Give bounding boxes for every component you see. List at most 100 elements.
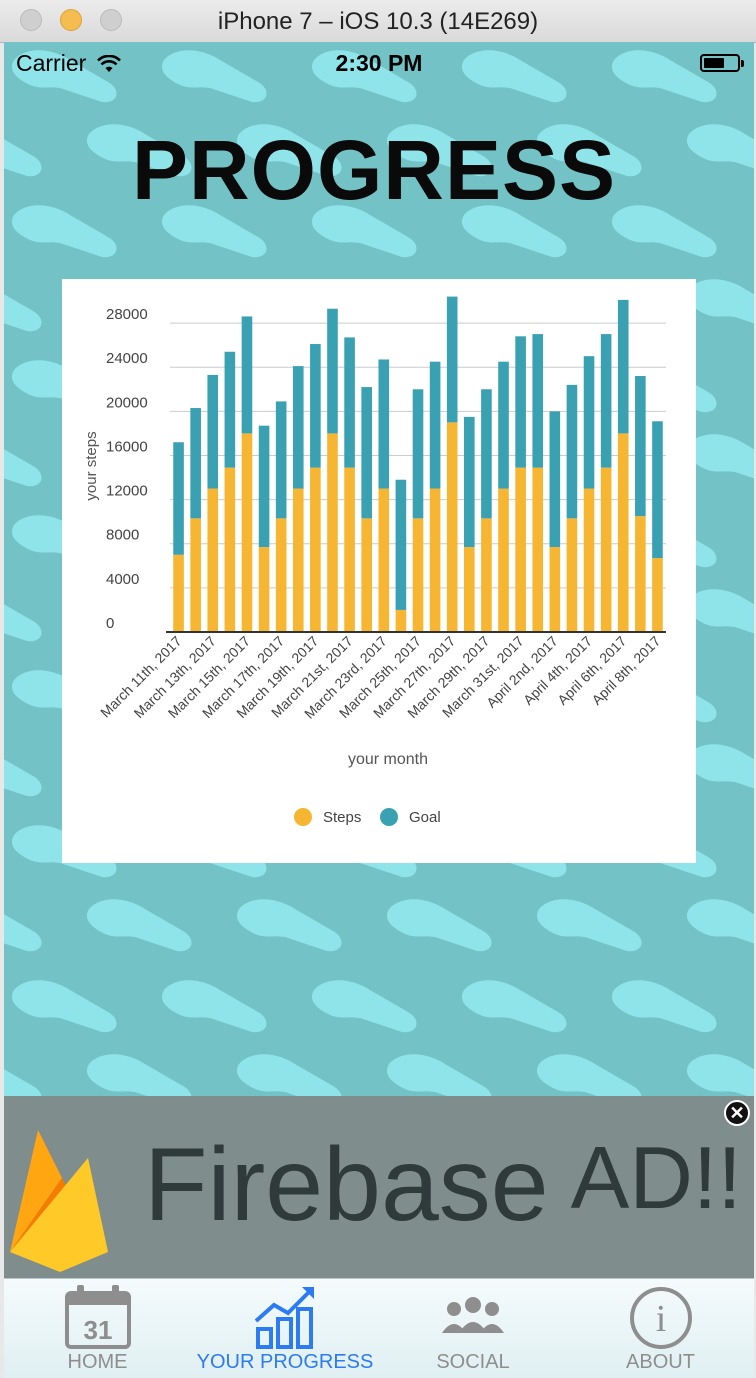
info-icon: i: [629, 1287, 692, 1349]
steps-bar: [652, 558, 663, 632]
y-tick-label: 0: [106, 615, 114, 632]
goal-bar: [395, 479, 407, 610]
steps-bar: [344, 467, 355, 632]
goal-bar: [292, 366, 304, 489]
goal-bar: [464, 416, 475, 548]
firebase-flame-icon: [10, 1130, 108, 1272]
goal-bar: [532, 334, 544, 468]
goal-bar: [361, 387, 372, 519]
x-axis-title: your month: [348, 751, 428, 768]
goal-bar: [344, 337, 355, 468]
legend-steps-swatch: [294, 808, 312, 826]
close-window-button[interactable]: [20, 9, 42, 31]
steps-bar: [481, 518, 492, 632]
minimize-window-button[interactable]: [60, 9, 82, 31]
ad-tail: AD!!: [570, 1128, 742, 1227]
steps-bar: [515, 467, 526, 632]
goal-bar: [446, 296, 458, 423]
close-ad-button[interactable]: ✕: [724, 1100, 750, 1126]
y-tick-label: 28000: [106, 306, 148, 323]
steps-bar: [361, 518, 372, 632]
tab-bar: 31 HOME YOUR PROGRESS SOCIAL: [4, 1278, 754, 1378]
goal-bar: [173, 442, 184, 555]
progress-chart-svg: 0400080001200016000200002400028000March …: [83, 296, 666, 826]
tab-social-label: SOCIAL: [436, 1351, 510, 1373]
y-tick-label: 20000: [106, 394, 148, 411]
goal-bar: [241, 316, 253, 434]
goal-bar: [600, 334, 612, 468]
tab-your-progress-label: YOUR PROGRESS: [196, 1351, 374, 1373]
simulator-titlebar: iPhone 7 – iOS 10.3 (14E269): [0, 0, 756, 43]
steps-bar: [275, 518, 287, 632]
goal-bar: [549, 411, 561, 548]
legend-goal-label: Goal: [409, 809, 441, 826]
steps-bar: [429, 488, 441, 632]
window-title: iPhone 7 – iOS 10.3 (14E269): [217, 8, 539, 35]
people-group-icon: [442, 1297, 504, 1333]
y-tick-label: 8000: [106, 527, 139, 544]
goal-bar: [258, 425, 270, 548]
calendar-day-text: 31: [83, 1315, 112, 1345]
goal-bar: [412, 389, 424, 519]
ad-text: Firebase AD!!: [144, 1126, 742, 1245]
legend-goal-swatch: [380, 808, 398, 826]
goal-bar: [429, 361, 441, 489]
tab-about[interactable]: i ABOUT: [567, 1279, 754, 1378]
info-icon-glyph: i: [655, 1298, 666, 1340]
steps-bar: [583, 488, 595, 632]
tab-home[interactable]: 31 HOME: [4, 1279, 191, 1378]
battery-icon: [700, 54, 744, 72]
steps-bar: [258, 547, 270, 632]
tab-social[interactable]: SOCIAL: [379, 1279, 567, 1378]
y-tick-label: 4000: [106, 571, 139, 588]
steps-bar: [224, 467, 236, 632]
page-title: PROGRESS: [131, 123, 617, 217]
goal-bar: [635, 376, 646, 517]
y-tick-label: 12000: [106, 483, 148, 500]
goal-bar: [515, 336, 526, 468]
goal-bar: [617, 299, 629, 434]
steps-bar: [190, 518, 201, 632]
legend-steps-label: Steps: [323, 809, 361, 826]
goal-bar: [310, 344, 321, 468]
tab-about-label: ABOUT: [626, 1351, 695, 1373]
trend-chart-icon: [254, 1287, 314, 1349]
goal-bar: [652, 421, 663, 559]
progress-chart: 0 4000 8000 12000 16000 20000 24000 28000 March …: [62, 279, 696, 863]
steps-bar: [395, 609, 407, 632]
steps-bar: [464, 547, 475, 632]
steps-bar: [207, 488, 219, 632]
steps-bar: [498, 488, 509, 632]
steps-bar: [292, 488, 304, 632]
steps-bar: [241, 433, 253, 632]
goal-bar: [224, 351, 236, 468]
steps-bar: [173, 554, 184, 632]
goal-bar: [566, 384, 578, 519]
steps-bar: [446, 422, 458, 632]
ios-status-bar: Carrier 2:30 PM: [4, 42, 754, 84]
y-tick-label: 24000: [106, 350, 148, 367]
goal-bar: [583, 356, 595, 489]
goal-bar: [481, 389, 492, 519]
tab-your-progress[interactable]: YOUR PROGRESS: [191, 1279, 379, 1378]
carrier-label: Carrier: [16, 50, 121, 77]
tab-home-label: HOME: [67, 1351, 128, 1373]
steps-bar: [617, 433, 629, 632]
steps-bar: [549, 547, 561, 632]
steps-bar: [635, 516, 646, 632]
steps-bar: [327, 433, 338, 632]
steps-bar: [566, 518, 578, 632]
goal-bar: [378, 359, 390, 489]
firebase-ad-banner[interactable]: Firebase AD!! ✕: [4, 1096, 754, 1278]
goal-bar: [498, 361, 509, 489]
steps-bar: [532, 467, 544, 632]
steps-bar: [600, 467, 612, 632]
goal-bar: [190, 408, 201, 519]
zoom-window-button[interactable]: [100, 9, 122, 31]
ad-brand: Firebase: [144, 1127, 549, 1243]
steps-bar: [310, 467, 321, 632]
steps-bar: [378, 488, 390, 632]
goal-bar: [275, 401, 287, 519]
y-tick-label: 16000: [106, 438, 148, 455]
wifi-icon: [96, 54, 121, 72]
